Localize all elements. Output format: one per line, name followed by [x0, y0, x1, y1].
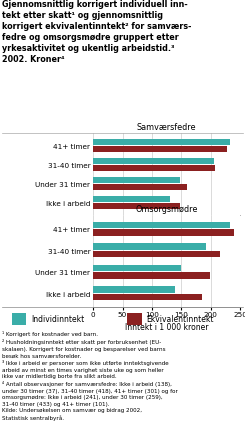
Bar	[93, 286, 175, 293]
Bar	[93, 273, 209, 279]
Bar	[93, 197, 170, 203]
Title: Omsorgsmødre: Omsorgsmødre	[135, 205, 198, 213]
X-axis label: Inntekt i 1 000 kroner: Inntekt i 1 000 kroner	[125, 322, 208, 331]
Text: Ekvivalentinntekt: Ekvivalentinntekt	[147, 314, 214, 324]
Text: Individinntekt: Individinntekt	[31, 314, 85, 324]
Bar	[93, 265, 181, 272]
Bar	[93, 230, 234, 237]
Bar	[93, 244, 206, 250]
Bar	[93, 294, 202, 300]
Bar	[93, 184, 187, 190]
Bar	[93, 159, 214, 165]
Text: ¹ Korrigert for kostnader ved barn.
² Husholdningsinntekt etter skatt per forbru: ¹ Korrigert for kostnader ved barn. ² Hu…	[2, 331, 178, 420]
Bar	[93, 251, 220, 258]
Bar	[93, 223, 230, 229]
Text: Gjennomsnittlig korrigert individuell inn-
tekt etter skatt¹ og gjennomsnittlig
: Gjennomsnittlig korrigert individuell in…	[2, 0, 192, 64]
Bar	[93, 146, 227, 152]
Bar	[127, 313, 142, 325]
Bar	[93, 166, 215, 171]
Bar	[93, 140, 230, 145]
Bar	[93, 204, 180, 209]
Bar	[12, 313, 26, 325]
Bar	[93, 178, 180, 184]
Title: Samværsfedre: Samværsfedre	[137, 123, 196, 131]
